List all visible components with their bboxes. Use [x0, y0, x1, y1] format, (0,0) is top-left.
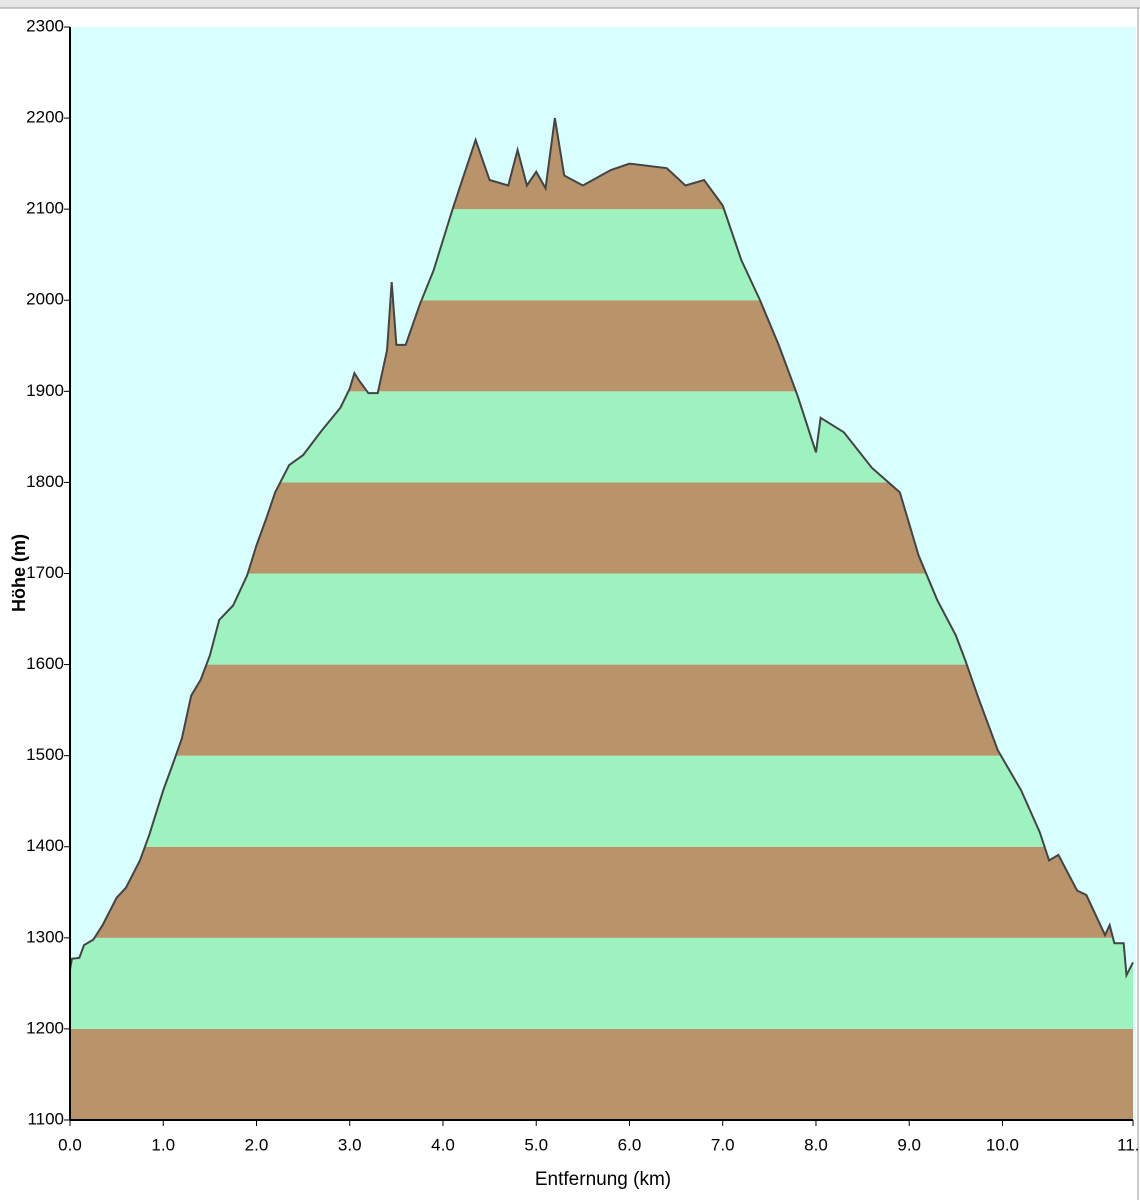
elevation-band	[70, 1028, 1133, 1120]
y-tick-label: 1800	[26, 472, 64, 491]
x-tick-label: 6.0	[618, 1135, 642, 1154]
y-tick-label: 1200	[26, 1018, 64, 1037]
top-bar	[0, 0, 1140, 8]
y-tick-label: 1500	[26, 745, 64, 764]
elevation-band	[70, 846, 1133, 938]
y-tick-label: 1700	[26, 563, 64, 582]
y-tick-label: 2300	[26, 16, 64, 35]
x-tick-label: 1.0	[151, 1135, 175, 1154]
y-tick-label: 2100	[26, 199, 64, 218]
y-tick-label: 1600	[26, 654, 64, 673]
x-tick-label: 5.0	[524, 1135, 548, 1154]
x-tick-label: 3.0	[338, 1135, 362, 1154]
y-tick-label: 1400	[26, 836, 64, 855]
x-tick-label: 10.0	[986, 1135, 1019, 1154]
profile-line	[69, 117, 1134, 979]
elevation-band	[70, 664, 1133, 756]
y-tick-label: 1100	[27, 1109, 64, 1128]
y-tick-label: 1900	[26, 381, 64, 400]
x-tick-label: 9.0	[897, 1135, 921, 1154]
x-axis-label: Entfernung (km)	[535, 1169, 671, 1190]
y-tick-label: 2200	[26, 108, 64, 127]
x-tick-label: 11.4	[1117, 1135, 1140, 1154]
elevation-band	[70, 755, 1133, 847]
x-tick-label: 7.0	[711, 1135, 735, 1154]
y-axis-label: Höhe (m)	[9, 534, 29, 612]
x-tick-label: 8.0	[804, 1135, 828, 1154]
x-tick-label: 4.0	[431, 1135, 455, 1154]
y-tick-label: 2000	[26, 290, 64, 309]
x-tick-label: 2.0	[245, 1135, 269, 1154]
x-tick-label: 0.0	[58, 1135, 82, 1154]
y-tick-label: 1300	[26, 927, 64, 946]
elevation-band	[70, 937, 1133, 1029]
